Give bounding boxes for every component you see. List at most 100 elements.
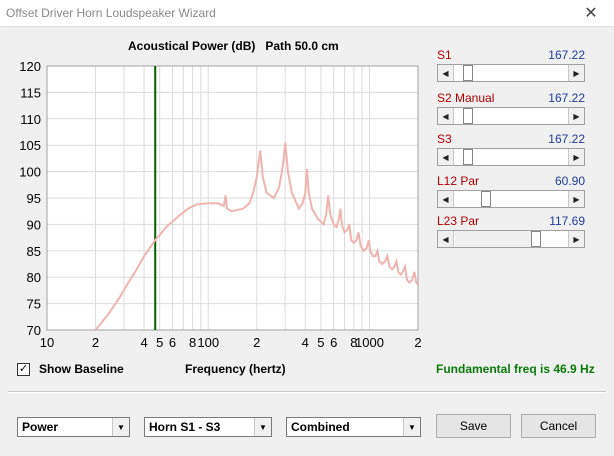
x-tick-label: 6 [169,335,176,350]
type-select[interactable]: Power ▼ [17,417,130,437]
slider-track[interactable]: ◀ ▶ [437,148,585,166]
checkbox-box[interactable]: ✓ [17,362,30,376]
slider-area[interactable] [455,108,567,124]
type-select-value: Power [22,420,59,434]
slider-track[interactable]: ◀ ▶ [437,107,585,125]
slider-area[interactable] [455,65,567,81]
arrow-left-icon[interactable]: ◀ [438,65,454,81]
mode-select[interactable]: Combined ▼ [286,417,421,437]
slider-value: 60.90 [554,174,585,188]
x-tick-label: 2 [414,335,421,350]
chevron-down-icon[interactable]: ▼ [254,418,271,436]
separator [8,391,606,393]
arrow-left-icon[interactable]: ◀ [438,191,454,207]
slider-label: S2 Manual [437,91,495,105]
slider-header: L23 Par 117.69 [437,214,585,230]
slider-header: S1 167.22 [437,48,585,64]
arrow-right-icon[interactable]: ▶ [568,149,584,165]
slider-label: L23 Par [437,214,480,228]
x-tick-label: 4 [302,335,309,350]
cancel-button[interactable]: Cancel [521,414,596,438]
slider-value: 167.22 [548,48,585,62]
x-tick-label: 1000 [355,335,384,350]
check-mark-icon: ✓ [18,362,29,375]
y-tick-label: 70 [27,323,41,338]
x-tick-label: 8 [189,335,196,350]
slider-2: S3 167.22 ◀ ▶ [437,132,585,166]
y-tick-label: 90 [27,217,41,232]
slider-thumb[interactable] [463,108,474,124]
slider-area[interactable] [455,149,567,165]
x-tick-label: 10 [40,335,54,350]
slider-0: S1 167.22 ◀ ▶ [437,48,585,82]
x-tick-label: 4 [140,335,147,350]
chart-header: Acoustical Power (dB) Path 50.0 cm [128,39,339,53]
arrow-right-icon[interactable]: ▶ [568,65,584,81]
arrow-right-icon[interactable]: ▶ [568,108,584,124]
x-tick-label: 2 [253,335,260,350]
window-title: Offset Driver Horn Loudspeaker Wizard [6,6,216,20]
slider-label: S3 [437,132,452,146]
slider-track[interactable]: ◀ ▶ [437,230,585,248]
slider-fill [455,231,536,247]
y-tick-label: 100 [19,165,41,180]
y-tick-label: 85 [27,244,41,259]
chevron-down-icon[interactable]: ▼ [403,418,420,436]
slider-header: S3 167.22 [437,132,585,148]
x-tick-label: 5 [317,335,324,350]
fundamental-frequency-text: Fundamental freq is 46.9 Hz [436,362,595,376]
slider-area[interactable] [455,231,567,247]
y-tick-label: 95 [27,191,41,206]
y-tick-label: 80 [27,270,41,285]
slider-track[interactable]: ◀ ▶ [437,190,585,208]
x-tick-label: 100 [197,335,219,350]
x-tick-label: 8 [350,335,357,350]
slider-thumb[interactable] [463,149,474,165]
arrow-right-icon[interactable]: ▶ [568,191,584,207]
dialog-body [1,26,613,455]
slider-4: L23 Par 117.69 ◀ ▶ [437,214,585,248]
slider-value: 167.22 [548,132,585,146]
x-tick-label: 2 [92,335,99,350]
chevron-down-icon[interactable]: ▼ [112,418,129,436]
title-bar: Offset Driver Horn Loudspeaker Wizard ✕ [0,0,614,26]
y-tick-label: 105 [19,138,41,153]
y-tick-label: 110 [20,112,41,127]
plot-frame [46,65,419,331]
series-line-0 [94,142,418,330]
slider-thumb[interactable] [481,191,492,207]
slider-thumb[interactable] [530,231,541,247]
arrow-right-icon[interactable]: ▶ [568,231,584,247]
slider-header: S2 Manual 167.22 [437,91,585,107]
y-tick-label: 120 [19,59,41,74]
slider-value: 167.22 [548,91,585,105]
x-tick-label: 6 [330,335,337,350]
slider-label: S1 [437,48,452,62]
slider-area[interactable] [455,191,567,207]
slider-1: S2 Manual 167.22 ◀ ▶ [437,91,585,125]
horn-select-value: Horn S1 - S3 [149,420,221,434]
y-tick-label: 75 [27,297,41,312]
slider-3: L12 Par 60.90 ◀ ▶ [437,174,585,208]
save-button[interactable]: Save [436,414,511,438]
x-tick-label: 5 [156,335,163,350]
slider-value: 117.69 [549,214,585,228]
chart-title: Acoustical Power (dB) [128,39,256,53]
mode-select-value: Combined [291,420,350,434]
close-icon[interactable]: ✕ [584,5,598,22]
horn-select[interactable]: Horn S1 - S3 ▼ [144,417,272,437]
show-baseline-label[interactable]: Show Baseline [39,362,124,376]
slider-label: L12 Par [437,174,480,188]
slider-header: L12 Par 60.90 [437,174,585,190]
arrow-left-icon[interactable]: ◀ [438,149,454,165]
slider-thumb[interactable] [463,65,474,81]
arrow-left-icon[interactable]: ◀ [438,108,454,124]
show-baseline-checkbox[interactable]: ✓ Show Baseline [17,362,124,376]
arrow-left-icon[interactable]: ◀ [438,231,454,247]
slider-track[interactable]: ◀ ▶ [437,64,585,82]
chart-path: Path 50.0 cm [265,39,339,53]
frequency-axis-label: Frequency (hertz) [185,362,286,376]
y-tick-label: 115 [20,85,41,100]
